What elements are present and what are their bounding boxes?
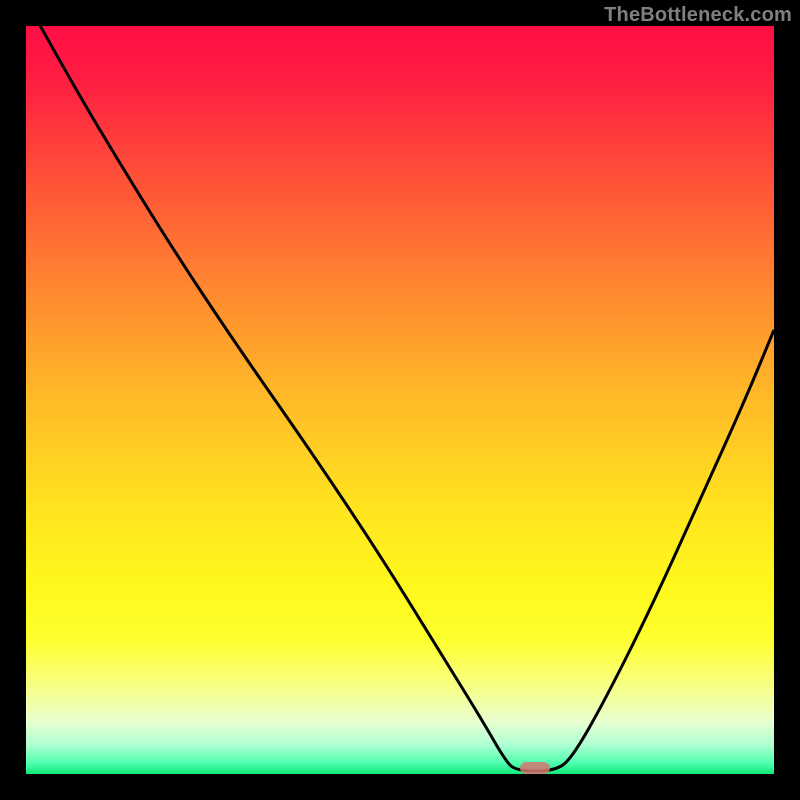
- watermark-label: TheBottleneck.com: [604, 4, 792, 27]
- sweet-spot-marker: [520, 762, 550, 774]
- chart-svg: [0, 0, 800, 800]
- chart-gradient-background: [26, 26, 774, 774]
- bottleneck-chart: TheBottleneck.com: [0, 0, 800, 800]
